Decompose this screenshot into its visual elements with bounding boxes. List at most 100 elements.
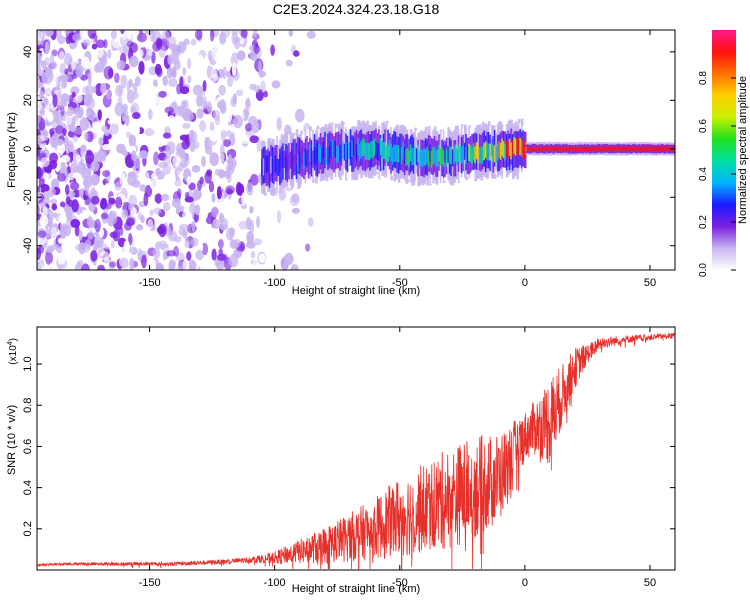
spectrogram-noise-blob — [211, 248, 217, 261]
y-tick-label: 0.6 — [22, 439, 34, 454]
spectrogram-signal-cell — [321, 147, 324, 165]
spectrogram-signal-cell — [436, 149, 440, 167]
spectrogram-signal-cell — [544, 146, 548, 151]
spectrogram-noise-blob — [261, 30, 268, 37]
spectrogram-noise-blob — [137, 248, 143, 260]
spectrogram-signal-cell — [583, 146, 587, 151]
spectrogram-noise-blob — [160, 193, 170, 202]
spectrogram-noise-blob — [255, 215, 261, 228]
spectrogram-noise-blob — [190, 38, 197, 46]
spectrogram-signal-cell — [582, 146, 586, 151]
spectrogram-noise-blob — [150, 119, 160, 131]
y-tick-label: -20 — [22, 189, 34, 205]
spectrogram-signal-cell — [442, 150, 446, 168]
spectrogram-signal-cell — [349, 142, 353, 160]
spectrogram-signal-cell — [415, 148, 419, 166]
spectrogram-noise-blob — [45, 251, 54, 265]
spectrogram-noise-blob — [182, 258, 190, 270]
spectrogram-noise-blob — [172, 99, 177, 109]
spectrogram-signal-cell — [369, 142, 372, 160]
spectrogram-noise-blob — [270, 44, 275, 56]
snr-series-line — [37, 332, 675, 570]
spectrogram-noise-blob — [217, 100, 225, 109]
spectrogram-signal-cell — [301, 147, 305, 165]
spectrogram-noise-blob — [193, 171, 201, 180]
spectrogram-noise-blob — [203, 185, 211, 193]
spectrogram-signal-cell — [606, 147, 610, 152]
spectrogram-noise-blob — [178, 162, 184, 172]
spectrogram-noise-blob — [254, 73, 261, 86]
spectrogram-signal-cell — [496, 143, 500, 161]
spectrogram-signal-cell — [624, 146, 628, 151]
spectrogram-signal-cell — [361, 138, 365, 156]
spectrogram-signal-cell — [468, 143, 471, 161]
spectrogram-signal-cell — [355, 144, 359, 162]
spectrogram-noise-blob — [228, 158, 237, 169]
spectrogram-noise-blob — [107, 49, 112, 59]
spectrogram-noise-blob — [46, 111, 54, 123]
spectrogram-noise-blob — [164, 106, 175, 114]
spectrogram-noise-blob — [219, 32, 227, 45]
spectrogram-noise-blob — [73, 127, 84, 135]
spectrogram-noise-blob — [108, 261, 116, 268]
spectrogram-signal-cell — [598, 147, 602, 152]
spectrogram-signal-cell — [438, 144, 441, 162]
spectrogram-signal-cell — [426, 146, 429, 164]
spectrogram-signal-cell — [667, 146, 671, 151]
spectrogram-signal-cell — [312, 150, 315, 168]
spectrogram-signal-cell — [657, 147, 661, 152]
spectrogram-signal-cell — [396, 144, 399, 162]
spectrogram-signal-cell — [526, 146, 530, 151]
spectrogram-signal-cell — [600, 146, 604, 151]
spectrogram-signal-cell — [580, 146, 584, 151]
spectrogram-signal-cell — [417, 144, 420, 162]
spectrogram-noise-blob — [155, 167, 161, 177]
spectrogram-noise-blob — [236, 50, 246, 61]
spectrogram-noise-blob — [114, 72, 120, 84]
spectrogram-noise-blob — [209, 129, 219, 142]
spectrogram-signal-cell — [297, 153, 300, 171]
spectrogram-signal-cell — [628, 147, 632, 152]
spectrogram-signal-cell — [660, 146, 664, 151]
spectrogram-signal-cell — [574, 147, 578, 152]
spectrogram-signal-cell — [334, 140, 338, 158]
spectrogram-signal-cell — [555, 146, 559, 151]
spectrogram-noise-blob — [188, 260, 197, 270]
spectrogram-noise-blob — [78, 230, 83, 241]
spectrogram-signal-cell — [640, 146, 644, 151]
spectrogram-noise-blob — [37, 143, 41, 157]
spectrogram-noise-blob — [166, 250, 176, 257]
spectrogram-noise-blob — [50, 243, 60, 251]
spectrogram-signal-cell — [492, 144, 495, 162]
spectrogram-noise-blob — [179, 151, 186, 159]
spectrogram-noise-blob — [57, 173, 67, 182]
spectrogram-noise-blob — [52, 212, 58, 219]
x-tick-label: -50 — [392, 577, 408, 589]
spectrogram-noise-blob — [101, 125, 108, 133]
spectrogram-noise-blob — [176, 265, 183, 270]
spectrogram-noise-blob — [138, 60, 145, 75]
spectrogram-noise-blob — [240, 30, 248, 39]
spectrogram-noise-blob — [50, 198, 58, 205]
spectrogram-signal-cell — [493, 145, 497, 163]
spectrogram-noise-blob — [124, 221, 132, 231]
spectrogram-noise-blob — [179, 205, 185, 212]
spectrogram-noise-blob — [139, 150, 149, 159]
spectrogram-noise-blob — [163, 201, 171, 212]
spectrogram-signal-cell — [319, 146, 323, 163]
spectrogram-noise-blob — [92, 121, 102, 129]
spectrogram-signal-cell — [642, 147, 646, 152]
spectrogram-noise-blob — [98, 136, 104, 146]
spectrogram-x-axis-label: Height of straight line (km) — [292, 285, 420, 297]
spectrogram-noise-blob — [188, 182, 196, 191]
spectrogram-signal-cell — [489, 143, 492, 161]
spectrogram-signal-cell — [595, 146, 599, 151]
spectrogram-noise-blob — [97, 149, 105, 161]
spectrogram-signal-cell — [264, 158, 267, 176]
spectrogram-signal-cell — [648, 146, 652, 151]
spectrogram-noise-blob — [70, 162, 79, 174]
spectrogram-noise-blob — [184, 110, 194, 122]
spectrogram-noise-blob — [204, 171, 212, 184]
spectrogram-signal-cell — [495, 145, 498, 163]
spectrogram-signal-cell — [265, 155, 269, 173]
